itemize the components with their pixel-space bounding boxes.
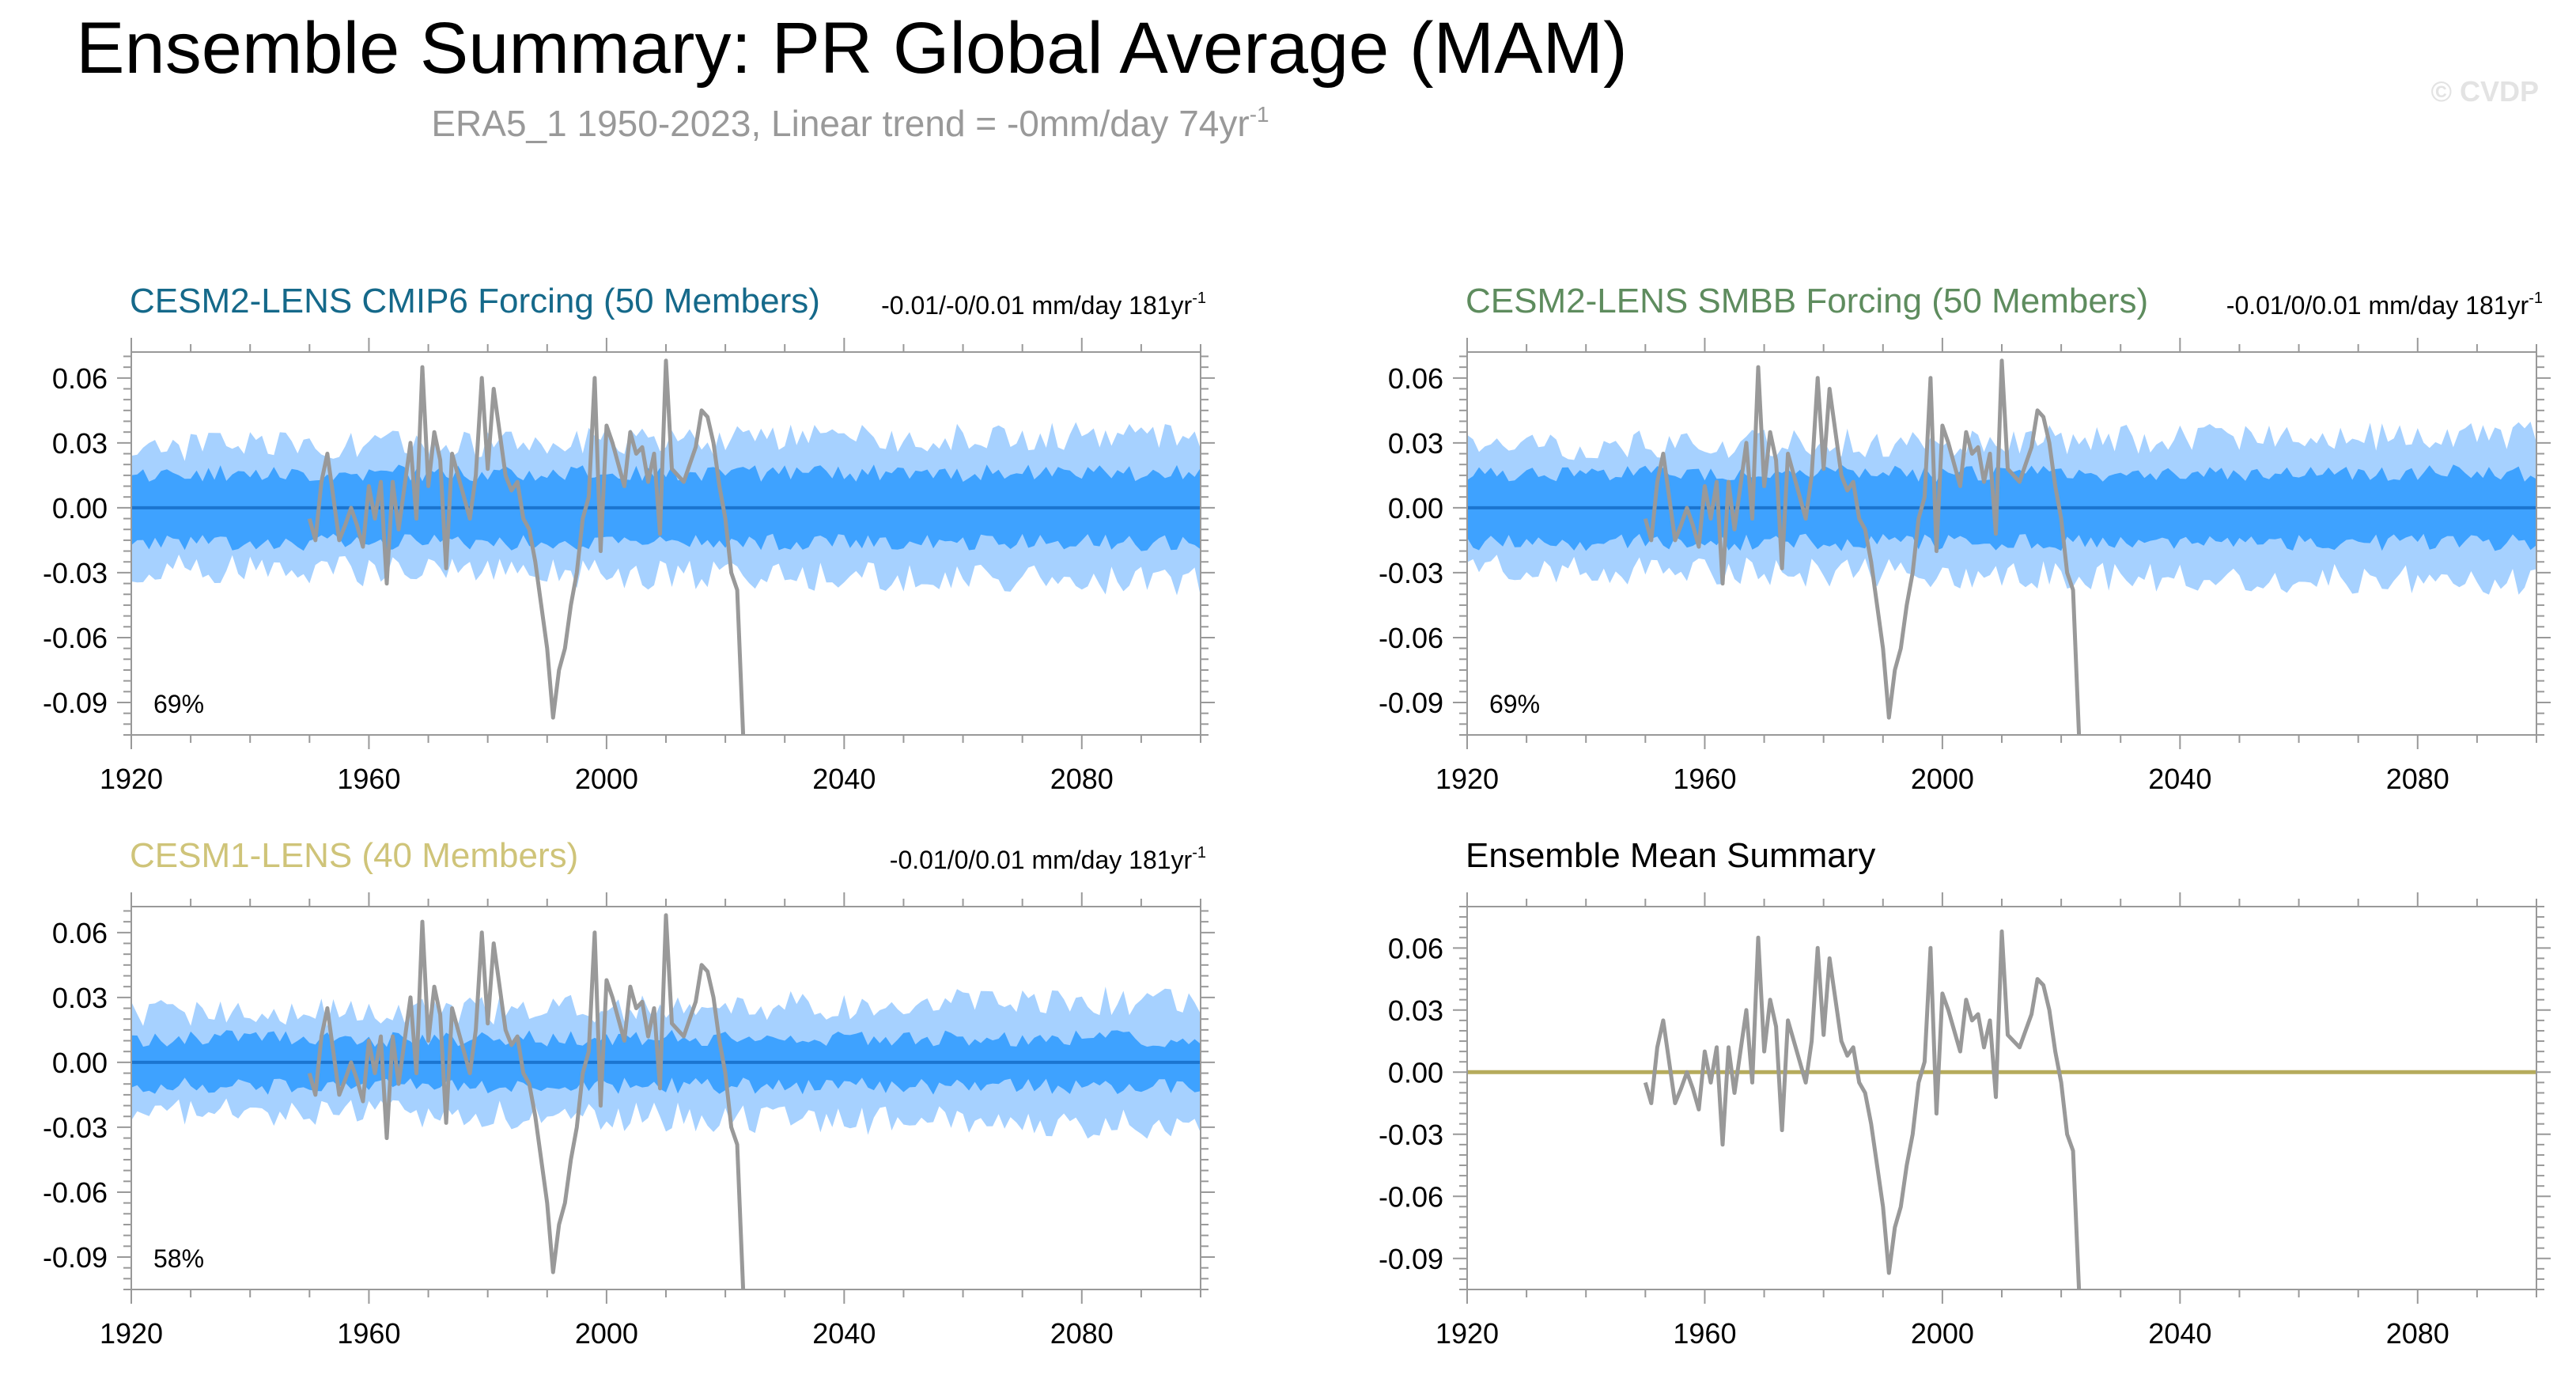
plot-area — [131, 358, 1201, 735]
x-tick-label: 2080 — [2386, 1317, 2449, 1350]
panel-title: CESM2-LENS SMBB Forcing (50 Members) — [1466, 282, 2148, 320]
x-tick-label: 1920 — [100, 1317, 163, 1350]
y-tick-label: 0.00 — [1388, 492, 1443, 524]
y-tick-label: -0.09 — [43, 1241, 108, 1274]
y-tick-label: -0.06 — [1379, 1180, 1443, 1213]
figure-subtitle: ERA5_1 1950-2023, Linear trend = -0mm/da… — [431, 102, 1269, 144]
x-tick-label: 2040 — [812, 1317, 876, 1350]
panel-percent-label: 69% — [153, 690, 204, 718]
x-tick-label: 2040 — [2148, 1317, 2211, 1350]
y-tick-label: -0.03 — [43, 557, 108, 589]
panel-smbb: 1920 1960 2000 2040 2080 0.06 0.03 0.00 -0.03 -0.… — [1379, 282, 2551, 795]
x-tick-label: 1960 — [337, 763, 400, 795]
x-tick-label: 1960 — [1673, 763, 1736, 795]
x-tick-label: 2040 — [812, 763, 876, 795]
x-tick-label: 2000 — [1911, 763, 1974, 795]
x-tick-label: 2080 — [2386, 763, 2449, 795]
panel-cmip6: 1920 1960 2000 2040 2080 0.06 0.03 0.00 -0.03 -0.… — [43, 282, 1215, 795]
y-tick-label: 0.06 — [1388, 362, 1443, 395]
y-tick-label: 0.03 — [1388, 427, 1443, 460]
x-tick-label: 1920 — [1436, 1317, 1499, 1350]
x-tick-label: 1960 — [1673, 1317, 1736, 1350]
y-tick-label: -0.09 — [43, 687, 108, 719]
y-tick-label: 0.03 — [52, 427, 108, 460]
panel-title: Ensemble Mean Summary — [1466, 836, 1875, 875]
observed-series-line — [307, 358, 746, 735]
plot-area — [1467, 929, 2536, 1289]
plot-area — [1467, 358, 2536, 735]
trend-value: -0.01/-0/0.01 mm/day 181yr — [881, 291, 1192, 320]
x-tick-label: 2080 — [1050, 1317, 1114, 1350]
y-tick-label: -0.09 — [1379, 1243, 1443, 1275]
panel-trend-text: -0.01/0/0.01 mm/day 181yr-1 — [890, 844, 1206, 874]
y-tick-label: -0.06 — [43, 622, 108, 654]
panel-title: CESM1-LENS (40 Members) — [130, 836, 578, 875]
observed-series-line — [1643, 929, 2082, 1289]
y-tick-label: 0.06 — [52, 362, 108, 395]
trend-superscript: -1 — [1192, 844, 1206, 862]
subtitle-text: ERA5_1 1950-2023, Linear trend = -0mm/da… — [431, 103, 1249, 144]
y-tick-label: -0.06 — [43, 1176, 108, 1209]
x-tick-label: 2000 — [575, 1317, 638, 1350]
plot-area — [131, 913, 1201, 1289]
observed-series-line — [307, 913, 746, 1289]
panel-percent-label: 58% — [153, 1244, 204, 1273]
x-tick-label: 2000 — [1911, 1317, 1974, 1350]
trend-superscript: -1 — [1192, 290, 1206, 307]
observed-series-line — [1643, 358, 2082, 735]
y-tick-label: 0.00 — [52, 1047, 108, 1079]
panel-trend-text: -0.01/-0/0.01 mm/day 181yr-1 — [881, 290, 1206, 320]
subtitle-superscript: -1 — [1250, 102, 1269, 127]
y-tick-label: 0.06 — [52, 917, 108, 949]
x-tick-label: 2000 — [575, 763, 638, 795]
y-tick-label: -0.09 — [1379, 687, 1443, 719]
trend-value: -0.01/0/0.01 mm/day 181yr — [890, 846, 1193, 874]
y-tick-label: -0.06 — [1379, 622, 1443, 654]
y-tick-label: 0.00 — [52, 492, 108, 524]
y-tick-label: -0.03 — [1379, 557, 1443, 589]
panel-trend-text: -0.01/0/0.01 mm/day 181yr-1 — [2226, 290, 2543, 320]
y-tick-label: 0.03 — [1388, 994, 1443, 1027]
x-tick-label: 2080 — [1050, 763, 1114, 795]
trend-superscript: -1 — [2529, 290, 2543, 307]
trend-value: -0.01/0/0.01 mm/day 181yr — [2226, 291, 2529, 320]
panel-summary: 1920 1960 2000 2040 2080 0.06 0.03 0.00 -0.03 -0.… — [1379, 836, 2551, 1350]
x-tick-label: 1960 — [337, 1317, 400, 1350]
panel-cesm1: 1920 1960 2000 2040 2080 0.06 0.03 0.00 -0.03 -0.… — [43, 836, 1215, 1350]
x-tick-label: 1920 — [100, 763, 163, 795]
y-tick-label: -0.03 — [1379, 1119, 1443, 1151]
panel-percent-label: 69% — [1489, 690, 1540, 718]
y-tick-label: -0.03 — [43, 1111, 108, 1144]
y-tick-label: 0.06 — [1388, 932, 1443, 964]
y-tick-label: 0.00 — [1388, 1056, 1443, 1089]
x-tick-label: 2040 — [2148, 763, 2211, 795]
x-tick-label: 1920 — [1436, 763, 1499, 795]
y-tick-label: 0.03 — [52, 982, 108, 1014]
figure-title: Ensemble Summary: PR Global Average (MAM… — [76, 8, 1628, 89]
copyright-text: © CVDP — [2430, 75, 2539, 108]
panel-title: CESM2-LENS CMIP6 Forcing (50 Members) — [130, 282, 820, 320]
